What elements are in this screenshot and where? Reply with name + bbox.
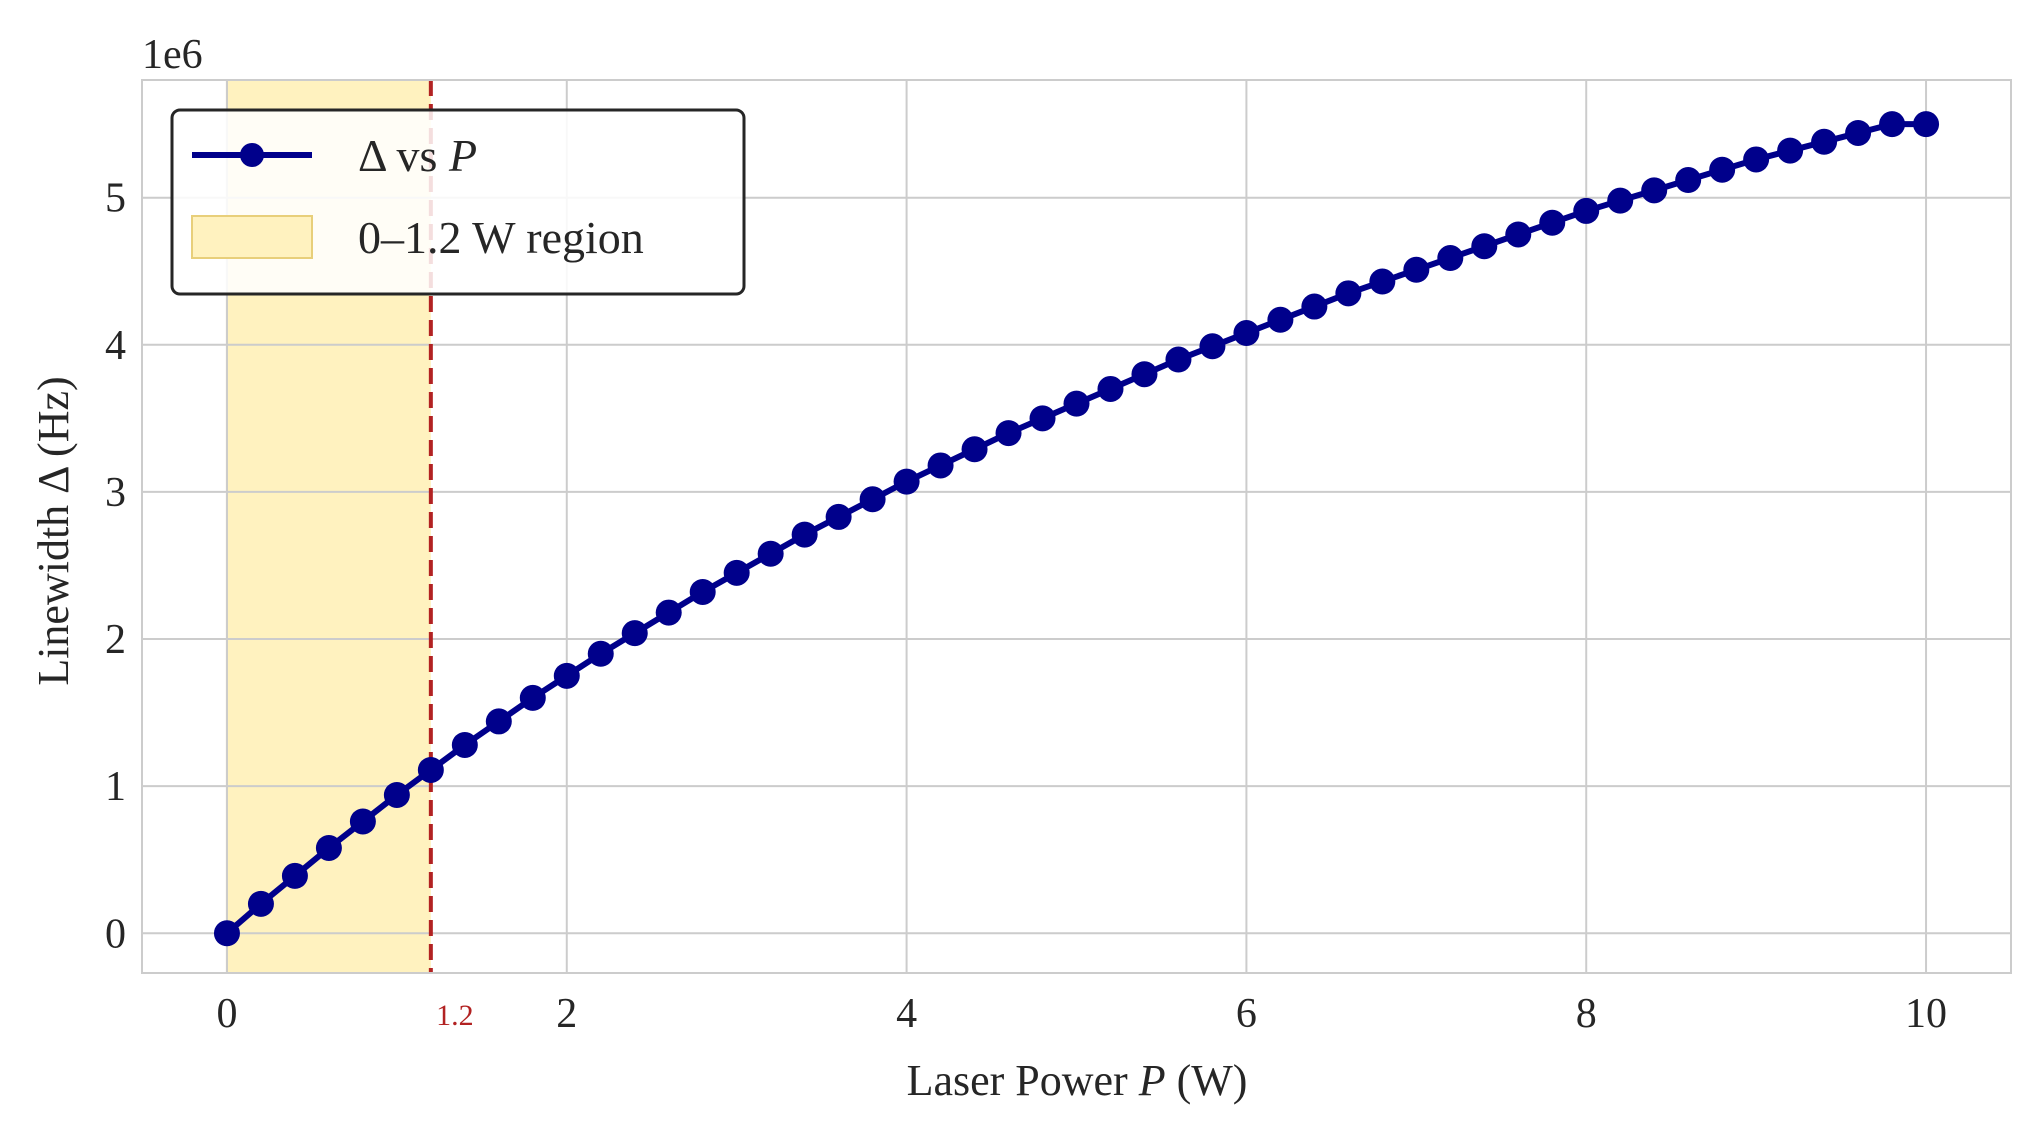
data-point: [1267, 306, 1294, 333]
y-offset-text: 1e6: [142, 32, 203, 78]
legend: Δ vs P 0–1.2 W region: [170, 108, 746, 296]
y-tick-label: 5: [105, 176, 126, 222]
legend-region-patch: [191, 215, 313, 259]
y-tick-label: 4: [105, 323, 126, 369]
data-point: [281, 862, 308, 889]
data-point: [553, 662, 580, 689]
data-point: [1675, 167, 1702, 194]
data-point: [1063, 390, 1090, 417]
data-point: [1743, 146, 1770, 173]
data-point: [723, 559, 750, 586]
data-point: [1131, 361, 1158, 388]
data-point: [1335, 280, 1362, 307]
legend-box: [170, 108, 746, 296]
y-tick-label: 3: [105, 470, 126, 516]
data-point: [1165, 346, 1192, 373]
y-tick-label: 1: [105, 764, 126, 810]
data-point: [1403, 256, 1430, 283]
data-point: [1505, 221, 1532, 248]
data-point: [383, 781, 410, 808]
data-point: [1097, 375, 1124, 402]
data-point: [451, 731, 478, 758]
data-point: [1709, 156, 1736, 183]
data-point: [791, 521, 818, 548]
legend-series-marker: [240, 143, 264, 167]
data-point: [1233, 320, 1260, 347]
data-point: [927, 452, 954, 479]
data-point: [1369, 268, 1396, 295]
plot-frame: [141, 79, 2012, 974]
x-tick-label: 10: [1905, 991, 1947, 1037]
data-point: [213, 920, 240, 947]
data-point: [825, 503, 852, 530]
data-point: [1641, 177, 1668, 204]
data-point: [757, 540, 784, 567]
data-point: [621, 620, 648, 647]
x-tick-label: 4: [896, 991, 917, 1037]
x-tick-label: 0: [216, 991, 237, 1037]
data-point: [519, 684, 546, 711]
data-point: [587, 640, 614, 667]
x-tick-label: 2: [556, 991, 577, 1037]
threshold-label: 1.2: [436, 999, 474, 1032]
y-tick-label: 0: [105, 911, 126, 957]
y-axis-label: Linewidth Δ (Hz): [29, 376, 78, 685]
data-point: [1777, 137, 1804, 164]
data-point: [859, 486, 886, 513]
data-point: [1913, 111, 1940, 138]
y-tick-label: 2: [105, 617, 126, 663]
data-point: [1811, 128, 1838, 155]
data-point: [1437, 245, 1464, 272]
data-point: [349, 808, 376, 835]
x-axis-label: Laser Power P (W): [907, 1056, 1248, 1105]
legend-region-label: 0–1.2 W region: [358, 212, 644, 263]
data-point: [689, 578, 716, 605]
data-point: [417, 756, 444, 783]
data-point: [1199, 333, 1226, 360]
x-tick-label: 6: [1236, 991, 1257, 1037]
legend-series-label: Δ vs P: [358, 130, 477, 181]
data-point: [1539, 209, 1566, 236]
data-point: [655, 599, 682, 626]
data-point: [1607, 187, 1634, 214]
data-point: [1573, 197, 1600, 224]
data-point: [315, 834, 342, 861]
x-tick-label: 8: [1576, 991, 1597, 1037]
data-point: [961, 436, 988, 463]
data-point: [1845, 119, 1872, 146]
data-point: [1471, 233, 1498, 260]
data-point: [893, 468, 920, 495]
data-point: [485, 708, 512, 735]
data-point: [1879, 111, 1906, 138]
data-point: [995, 420, 1022, 447]
data-point: [1029, 405, 1056, 432]
data-point: [247, 890, 274, 917]
data-point: [1301, 293, 1328, 320]
